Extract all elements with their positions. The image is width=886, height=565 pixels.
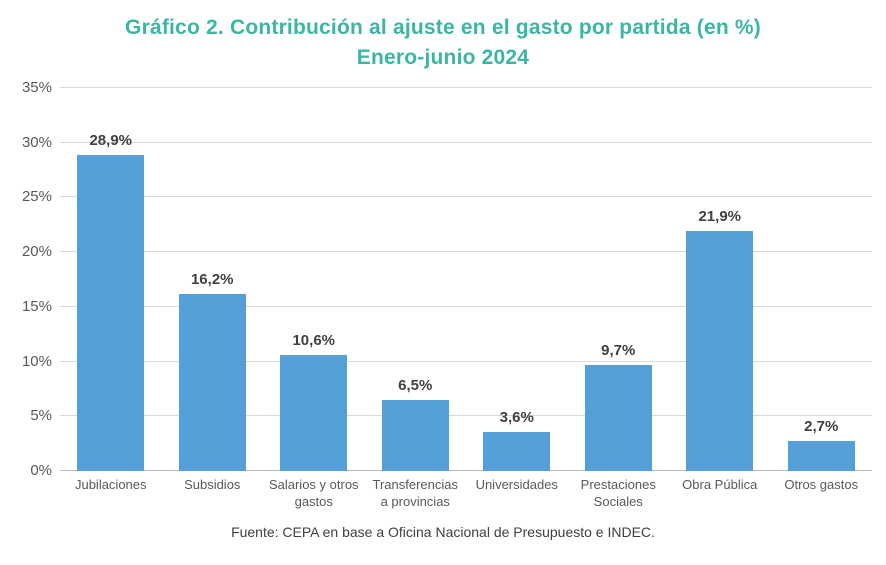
y-tick-label: 0% xyxy=(30,462,52,479)
x-axis-line xyxy=(60,470,872,471)
y-tick-label: 5% xyxy=(30,407,52,425)
x-axis: Jubilaciones Subsidios Salarios y otros ga… xyxy=(8,476,878,510)
bar-group: 2,7% xyxy=(771,88,873,471)
y-tick-label: 35% xyxy=(21,79,52,96)
bar-value-label: 2,7% xyxy=(804,418,839,436)
bar-value-label: 10,6% xyxy=(292,332,336,350)
bar xyxy=(280,355,348,471)
plot-area: 28,9% 16,2% 10,6% 6,5% 3,6% 9,7% 21,9% 2,7% xyxy=(60,87,872,471)
x-tick-label: Obra Pública xyxy=(682,477,758,492)
bar xyxy=(77,154,145,471)
bar xyxy=(178,293,246,471)
y-axis: 0% 5% 10% 15% 20% 25% 30% 35% xyxy=(8,80,60,479)
bar-value-label: 3,6% xyxy=(499,408,534,426)
x-axis-labels: Jubilaciones Subsidios Salarios y otros ga… xyxy=(60,476,872,510)
bar-group: 10,6% xyxy=(263,88,365,471)
bar-value-label: 6,5% xyxy=(398,376,433,394)
y-tick-label: 15% xyxy=(21,297,52,315)
y-tick-label: 25% xyxy=(21,188,52,206)
bar-value-label: 9,7% xyxy=(601,341,636,359)
gridline xyxy=(60,360,872,362)
y-tick-label: 10% xyxy=(21,352,52,370)
x-tick-label: Jubilaciones xyxy=(74,477,147,492)
bar-value-label: 28,9% xyxy=(89,131,133,149)
bar-group: 21,9% xyxy=(669,88,771,471)
bar-group: 16,2% xyxy=(162,88,264,471)
x-tick-label: Universidades xyxy=(475,477,558,492)
bar xyxy=(686,231,754,471)
bar-group: 28,9% xyxy=(60,88,162,471)
gridline xyxy=(60,251,872,253)
bar-value-label: 21,9% xyxy=(698,208,742,226)
x-tick-label: Transferencias a provincias xyxy=(372,477,459,509)
chart-title: Gráfico 2. Contribución al ajuste en el … xyxy=(125,16,761,39)
x-tick-label: Prestaciones Sociales xyxy=(580,477,656,509)
x-tick-label: Otros gastos xyxy=(784,477,859,492)
y-tick-label: 20% xyxy=(21,243,52,261)
y-axis-spacer xyxy=(8,476,60,510)
source-note: Fuente: CEPA en base a Oficina Nacional … xyxy=(231,524,655,540)
bar xyxy=(787,441,855,471)
y-tick-label: 30% xyxy=(21,133,52,151)
bar-group: 9,7% xyxy=(568,88,670,471)
bar xyxy=(381,399,449,471)
gridline xyxy=(60,305,872,307)
gridline xyxy=(60,141,872,143)
bar xyxy=(584,364,652,471)
bar-group: 3,6% xyxy=(466,88,568,471)
bar xyxy=(483,431,551,471)
x-tick-label: Salarios y otros gastos xyxy=(268,477,359,509)
chart-plot-wrapper: 0% 5% 10% 15% 20% 25% 30% 35% 28,9% 16,2% 10,6% 6,… xyxy=(8,80,878,479)
bar-value-label: 16,2% xyxy=(190,270,234,288)
chart-subtitle: Enero-junio 2024 xyxy=(356,46,530,69)
x-tick-label: Subsidios xyxy=(184,477,241,492)
gridline xyxy=(60,415,872,417)
gridline xyxy=(60,196,872,198)
gridline xyxy=(60,87,872,88)
bar-group: 6,5% xyxy=(365,88,467,471)
bars-row: 28,9% 16,2% 10,6% 6,5% 3,6% 9,7% 21,9% 2,7% xyxy=(60,88,872,471)
